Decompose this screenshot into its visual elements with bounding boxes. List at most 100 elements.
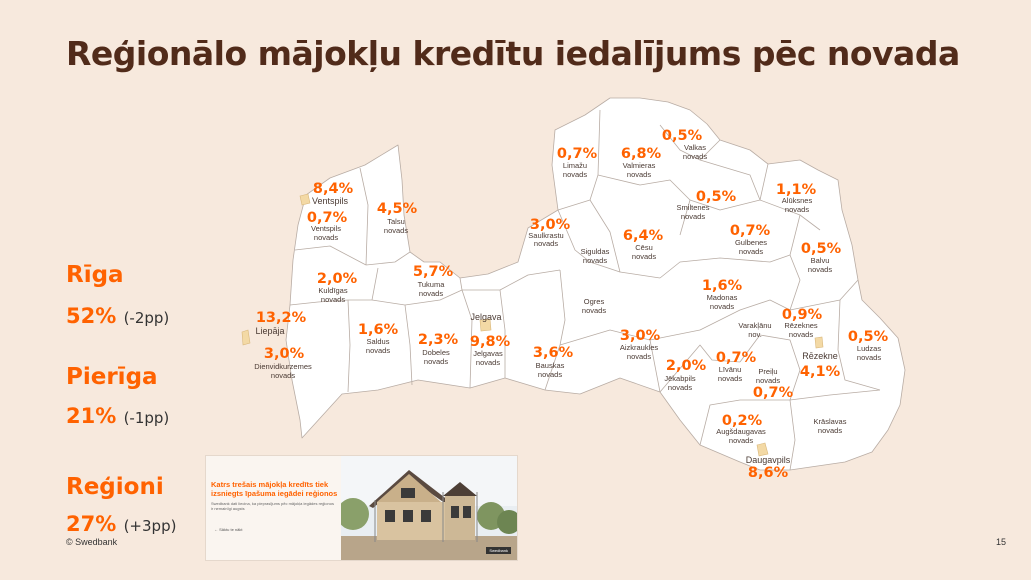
summary-regioni-label: Reģioni [66,474,164,500]
region-name-line: novads [384,226,408,235]
region-pct: 0,5% [662,128,703,144]
region-pct: 2,3% [418,332,459,348]
region-name: Saulkrastu novads [528,231,563,248]
region-name: Ogres novads [582,297,606,315]
region-name-line: novads [668,383,692,392]
region-name-line: Rēzeknes [784,321,818,330]
region-name-line: novads [534,239,558,248]
region-name-line: Valmieras [623,161,656,170]
jelgava-city-icon [479,318,492,332]
region-name: Jelgava [470,312,501,322]
region-name: Līvānu novads [718,365,742,383]
border-bauska-ogre [499,289,506,378]
region-name-line: Gulbenes [735,238,767,247]
region-name-line: novads [785,205,809,214]
border-valka [659,124,721,161]
region-name-line: novads [538,370,562,379]
region-name-line: novads [808,265,832,274]
border-cesu [589,199,661,279]
region-labels: 8,4% Ventspils 0,7% Ventspils novads 4,5%… [254,128,888,481]
region-pct: 9,8% [470,334,511,350]
region-name-line: Smiltenes [677,203,710,212]
summary-pieriga-percent: 21% [66,404,117,428]
region-name-line: novads [627,170,651,179]
region-name-line: Varakļānu [738,321,771,330]
region-name-line: Aizkraukles [620,343,659,352]
border-tukuma-dobele [371,277,463,306]
region-name-line: Limažu [563,161,587,170]
region-name-line: Dienvidkurzemes [254,362,312,371]
region-name: Talsu novads [384,217,408,235]
region-pct: 0,7% [307,210,348,226]
region-pct: 0,5% [848,329,889,345]
region-name: Ventspils novads [311,224,341,242]
region-name-line: novads [271,371,295,380]
region-name-line: Krāslavas [814,417,847,426]
region-name: Alūksnes novads [782,196,813,214]
region-name: Cēsu novads [632,243,656,261]
region-name-line: novads [818,426,842,435]
region-pct: 1,1% [776,182,817,198]
region-name-line: Siguldas [581,247,610,256]
border-ventspils-talsu [359,167,369,266]
region-name-line: Madonas [707,293,738,302]
region-name: Smiltenes novads [677,203,710,221]
region-name-line: novads [476,358,500,367]
region-name: Gulbenes novads [735,238,767,256]
border-limazi-valmiera [557,109,601,211]
region-name: Krāslavas novads [814,417,847,435]
region-name-line: novads [366,346,390,355]
thumbnail-headline: Katrs trešais mājokļa kredīts tiek izsni… [211,480,338,499]
ventspils-city-icon [299,193,311,206]
region-name-line: novads [563,170,587,179]
region-name: Siguldas novads [581,247,610,265]
region-name: Augšdaugavas novads [716,427,766,445]
region-name-line: novads [321,295,345,304]
region-pct: 3,0% [264,346,305,362]
region-name: Ventspils [312,196,349,206]
region-name: Preiļu novads [756,367,780,385]
region-name-line: Augšdaugavas [716,427,766,436]
border-kraslava [789,389,881,401]
border-saldus-dobele [347,299,351,393]
house-photo [341,456,517,560]
border-rezekne-ludza [837,299,881,391]
region-pct: 1,6% [358,322,399,338]
border-riga-area [462,269,561,291]
region-name: Valkas novads [683,143,707,161]
region-name-line: Saldus [367,337,390,346]
region-pct: 0,2% [722,413,763,429]
region-name-line: Jēkabpils [664,374,696,383]
region-name-line: novads [756,376,780,385]
region-name: Dienvidkurzemes novads [254,362,312,380]
region-pct: 0,7% [730,223,771,239]
region-name: Daugavpils [746,455,791,465]
border-valmiera-smiltene [597,174,691,236]
region-name-line: novads [582,306,606,315]
summary-pieriga-delta: (-1pp) [123,409,170,427]
border-varaklani [649,299,791,341]
summary-pieriga-label: Pierīga [66,364,158,390]
thumbnail-link[interactable]: ← Sāktu te nākt [214,527,243,532]
region-name-line: novads [683,152,707,161]
region-name: Rēzekne [802,351,838,361]
region-name: Varakļānu nov. [738,321,771,339]
region-name-line: Valkas [684,143,706,152]
region-pct: 3,0% [530,217,571,233]
summary-pieriga-value: 21% (-1pp) [66,404,169,428]
border-kuldiga-tukuma [371,267,379,301]
article-thumbnail[interactable]: Katrs trešais mājokļa kredīts tiek izsni… [205,455,518,561]
region-pct: 8,4% [313,181,354,197]
region-name: Dobeles novads [422,348,450,366]
border-ogre-aizkraukle [544,269,566,391]
region-name-line: Bauskas [536,361,565,370]
border-preili [739,334,801,401]
region-name-line: novads [739,247,763,256]
region-name: Madonas novads [707,293,738,311]
border-sigulda [557,209,621,273]
thumbnail-badge: Swedbank [486,547,511,554]
region-name: Bauskas novads [536,361,565,379]
region-pct: 6,4% [623,228,664,244]
daugavpils-city-icon [756,442,769,457]
region-pct: 0,9% [782,307,823,323]
